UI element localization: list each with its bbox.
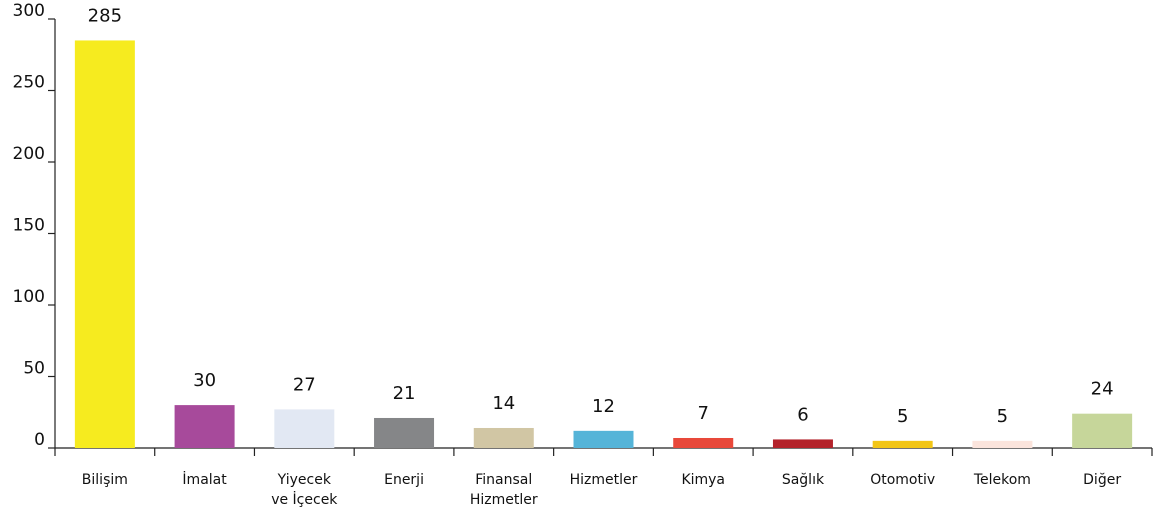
value-label: 12 bbox=[592, 396, 615, 417]
y-tick-label: 50 bbox=[23, 359, 45, 379]
x-tick-label: Telekom bbox=[973, 472, 1031, 488]
bar bbox=[1072, 413, 1133, 448]
bar bbox=[573, 430, 634, 448]
y-tick-label: 0 bbox=[34, 430, 45, 450]
x-tick-label: Hizmetler bbox=[570, 472, 638, 488]
value-label: 21 bbox=[393, 383, 416, 404]
x-tick-label: Sağlık bbox=[782, 472, 825, 488]
bar bbox=[374, 417, 435, 448]
x-tick-label: Finansal Hizmetler bbox=[470, 472, 538, 508]
value-label: 27 bbox=[293, 374, 316, 395]
value-label: 14 bbox=[492, 393, 515, 414]
y-tick-label: 150 bbox=[13, 216, 45, 236]
value-label: 5 bbox=[997, 406, 1008, 427]
y-tick-label: 200 bbox=[13, 144, 45, 164]
x-tick-label: Diğer bbox=[1083, 472, 1121, 488]
bar bbox=[473, 427, 534, 448]
value-label: 285 bbox=[88, 5, 122, 26]
bar bbox=[74, 40, 135, 448]
bar bbox=[673, 437, 734, 448]
x-tick-label: Kimya bbox=[681, 472, 725, 488]
bar bbox=[174, 405, 235, 448]
x-tick-label: Enerji bbox=[384, 472, 424, 488]
value-label: 7 bbox=[698, 403, 709, 424]
x-tick-label: İmalat bbox=[182, 470, 227, 488]
bar bbox=[772, 439, 833, 448]
value-label: 24 bbox=[1091, 379, 1114, 400]
value-label: 6 bbox=[797, 404, 808, 425]
x-tick-label: Yiyecek ve İçecek bbox=[271, 472, 338, 508]
bar bbox=[872, 440, 933, 448]
value-label: 5 bbox=[897, 406, 908, 427]
value-label: 30 bbox=[193, 370, 216, 391]
bar bbox=[274, 409, 335, 448]
y-tick-label: 250 bbox=[13, 73, 45, 93]
x-tick-label: Otomotiv bbox=[870, 472, 935, 488]
y-tick-label: 300 bbox=[13, 1, 45, 21]
bar bbox=[972, 440, 1033, 448]
x-tick-label: Bilişim bbox=[82, 472, 128, 488]
y-tick-label: 100 bbox=[13, 287, 45, 307]
